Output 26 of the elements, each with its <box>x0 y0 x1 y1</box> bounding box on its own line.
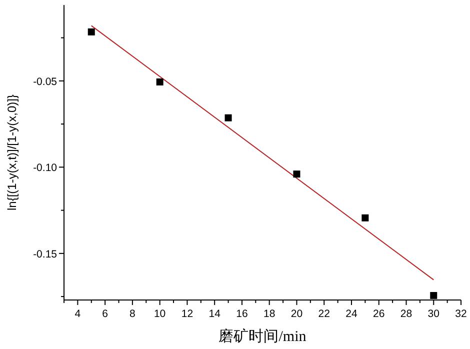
point <box>430 292 438 300</box>
point <box>362 214 369 222</box>
y-tick-label: -0.10 <box>33 162 58 174</box>
x-tick-label: 12 <box>181 308 194 320</box>
x-tick-label: 6 <box>102 308 108 320</box>
x-axis-title: 磨矿时间/min <box>218 328 307 345</box>
x-tick-label: 18 <box>264 308 276 320</box>
x-tick-label: 10 <box>154 308 166 320</box>
x-tick-label: 32 <box>455 308 467 320</box>
y-axis-title: ln{[(1-y(x,t)]/[1-y(x,0)]} <box>5 94 19 211</box>
x-tick-label: 30 <box>428 308 440 320</box>
point <box>293 170 300 178</box>
x-tick-label: 24 <box>346 308 358 320</box>
y-tick-label: -0.05 <box>33 76 58 88</box>
x-tick-label: 14 <box>208 308 221 320</box>
point <box>224 114 232 122</box>
point <box>156 78 164 86</box>
x-tick-label: 22 <box>318 308 330 320</box>
x-tick-label: 28 <box>400 308 412 320</box>
x-tick-label: 16 <box>236 308 248 320</box>
point <box>88 28 95 36</box>
x-tick-label: 20 <box>290 308 303 320</box>
x-tick-label: 26 <box>373 308 385 320</box>
x-tick-label: 8 <box>130 308 136 320</box>
y-tick-label: -0.15 <box>33 248 58 260</box>
x-tick-label: 4 <box>74 308 81 320</box>
